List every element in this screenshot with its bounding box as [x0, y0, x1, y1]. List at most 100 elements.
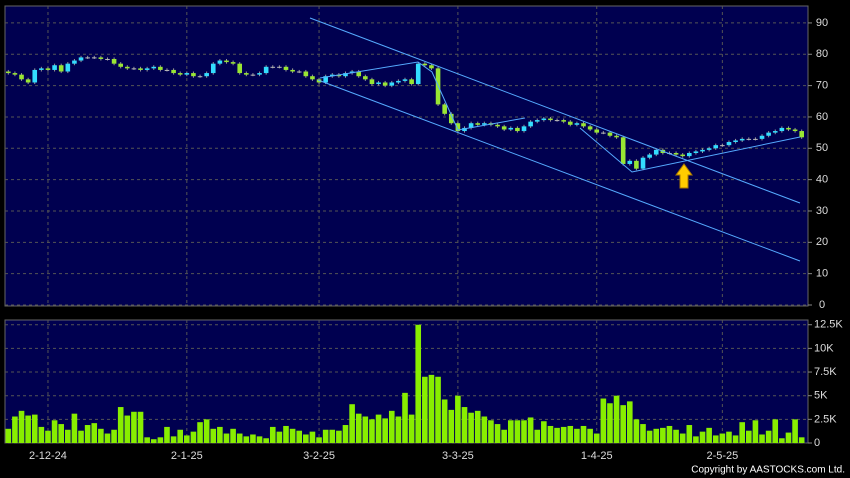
candle-body: [574, 123, 580, 125]
volume-bar: [547, 425, 554, 443]
volume-bar: [71, 413, 78, 443]
candle-body: [191, 73, 196, 77]
volume-bar: [91, 423, 98, 443]
candle-body: [210, 63, 216, 74]
volume-bar: [184, 435, 190, 443]
y-tick-label: 90: [816, 17, 828, 29]
candle-body: [594, 129, 600, 133]
volume-bar: [587, 428, 593, 443]
candle-body: [164, 69, 170, 71]
volume-bar: [646, 430, 653, 443]
candle-body: [442, 104, 447, 114]
candle-body: [158, 66, 163, 70]
volume-bar: [402, 392, 408, 443]
candle-body: [65, 63, 71, 72]
candle-body: [713, 145, 719, 149]
candle-body: [369, 79, 375, 85]
candle-body: [72, 60, 77, 64]
volume-bar: [534, 429, 541, 443]
candle-body: [726, 142, 732, 146]
volume-bar: [620, 405, 626, 443]
volume-bar: [785, 432, 792, 443]
volume-bar: [170, 436, 177, 443]
volume-bar: [679, 433, 686, 443]
candle-body: [700, 149, 705, 152]
volume-bar: [289, 428, 296, 443]
candle-body: [772, 131, 778, 133]
candle-body: [402, 79, 408, 81]
volume-bar: [415, 324, 422, 443]
volume-bar: [203, 419, 210, 443]
pattern-line: [579, 127, 801, 173]
volume-bar: [256, 436, 263, 443]
y-tick-label: 20: [816, 236, 828, 248]
y-tick-label: 2.5K: [814, 413, 837, 425]
volume-bar: [104, 433, 111, 443]
volume-bar: [494, 424, 501, 443]
candle-body: [482, 123, 487, 125]
candle-body: [356, 71, 362, 77]
y-tick-label: 0: [819, 299, 825, 311]
candle-body: [323, 76, 328, 83]
candle-body: [98, 57, 104, 59]
candle-body: [567, 121, 573, 125]
volume-bar: [574, 428, 580, 443]
volume-bar: [124, 415, 131, 443]
volume-bar: [243, 436, 250, 443]
candle-body: [739, 138, 745, 141]
candle-body: [283, 66, 289, 70]
volume-bar: [322, 429, 329, 443]
volume-bar: [190, 431, 197, 443]
candle-body: [515, 127, 520, 132]
candle-body: [277, 66, 282, 68]
volume-bar: [613, 395, 620, 443]
volume-bar: [712, 435, 719, 443]
candle-body: [224, 60, 229, 63]
volume-bar: [329, 429, 336, 443]
candle-body: [455, 123, 461, 132]
volume-bar: [798, 437, 805, 443]
volume-bar: [131, 411, 137, 443]
candle-body: [343, 73, 348, 77]
candle-body: [733, 140, 738, 143]
candle-body: [389, 82, 395, 86]
volume-bar: [375, 414, 382, 443]
volume-bar: [772, 419, 779, 443]
x-tick-label: 2-5-25: [706, 450, 738, 462]
volume-bar: [157, 437, 164, 443]
candle-body: [257, 73, 262, 75]
volume-bar: [607, 403, 613, 443]
volume-bar: [461, 407, 468, 443]
candle-body: [85, 57, 90, 59]
candle-body: [534, 120, 540, 122]
volume-bar: [640, 424, 646, 443]
arrow: [675, 163, 693, 189]
x-tick-label: 3-2-25: [303, 450, 335, 462]
volume-bar: [441, 399, 448, 443]
candle-body: [693, 151, 699, 153]
x-tick-label: 3-3-25: [442, 450, 474, 462]
volume-bar: [541, 421, 547, 443]
volume-bar: [65, 429, 71, 443]
volume-bar: [388, 410, 395, 443]
volume-bar: [250, 434, 256, 443]
volume-bar: [197, 422, 203, 443]
copyright: Copyright by AASTOCKS.com Ltd.: [691, 465, 845, 476]
volume-bar: [673, 429, 679, 443]
candle-body: [58, 65, 64, 72]
volume-bar: [746, 430, 752, 443]
candle-body: [614, 135, 619, 138]
volume-bar: [223, 433, 230, 443]
y-tick-label: 60: [816, 111, 828, 123]
candle-body: [548, 118, 553, 121]
candle-body: [131, 68, 137, 70]
candle-body: [475, 123, 481, 125]
candle-body: [52, 65, 57, 70]
volume-bar: [666, 425, 673, 443]
volume-bar: [31, 414, 38, 443]
volume-bar: [455, 395, 461, 443]
volume-bar: [765, 430, 772, 443]
volume-bar: [369, 419, 375, 443]
candle-body: [429, 65, 434, 69]
